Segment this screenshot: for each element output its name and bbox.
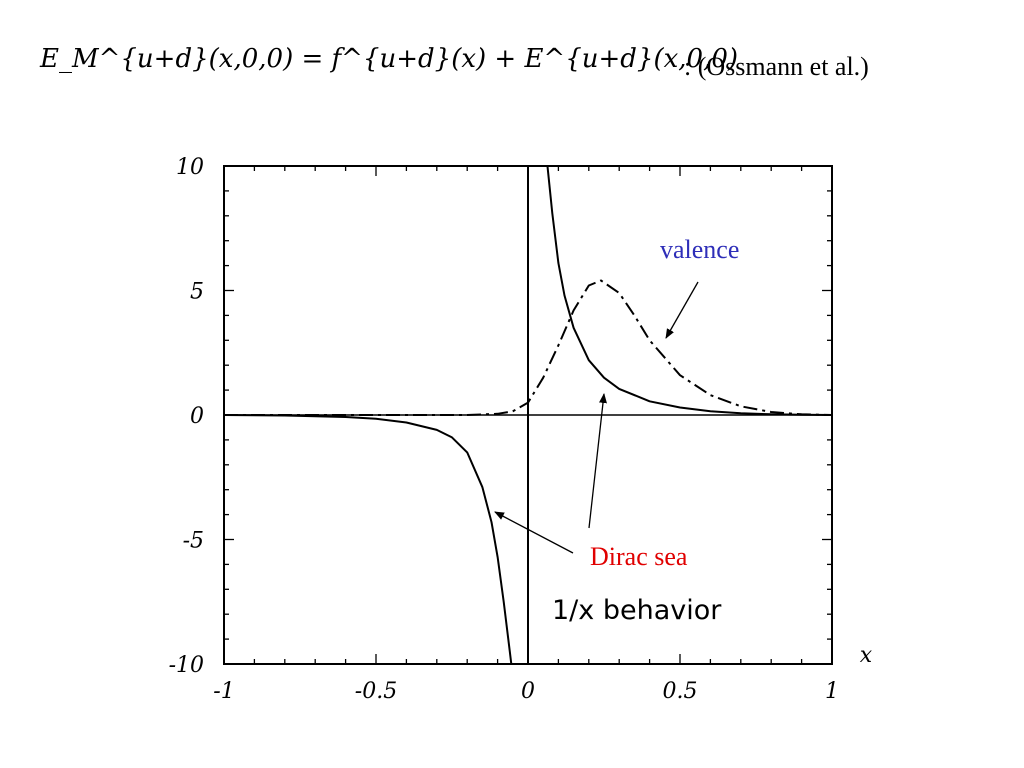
y-tick-label: -10 <box>169 653 204 678</box>
series-dirac-sea-negative <box>224 414 513 664</box>
x-tick-label: 0 <box>521 679 535 704</box>
y-tick-label: 0 <box>190 404 204 429</box>
x-axis-label: x <box>860 643 873 668</box>
arrow-dirac-sea-negative <box>494 511 574 554</box>
equation-header: E_M^{u+d}(x,0,0) = f^{u+d}(x) + E^{u+d}(… <box>40 44 1000 92</box>
series-valence <box>224 279 832 416</box>
annotation-1-over-x: 1/x behavior <box>552 595 722 626</box>
x-tick-label: -1 <box>213 679 234 704</box>
x-tick-label: 0.5 <box>663 679 698 704</box>
axes-layer: -1 -0.5 0 0.5 1 10 5 0 -5 -10 x <box>169 155 873 704</box>
citation-text: : (Ossmann et al.) <box>684 52 869 81</box>
series-layer <box>224 166 832 664</box>
x-tick-label: -0.5 <box>355 679 397 704</box>
x-tick-label: 1 <box>825 679 839 704</box>
y-tick-label: -5 <box>183 529 204 554</box>
annotation-layer: valence Dirac sea 1/x behavior <box>494 235 739 626</box>
equation-text: E_M^{u+d}(x,0,0) = f^{u+d}(x) + E^{u+d}(… <box>40 44 739 74</box>
annotation-dirac-sea: Dirac sea <box>590 542 688 571</box>
y-tick-label: 10 <box>176 155 204 180</box>
series-dirac-sea-positive <box>546 166 832 416</box>
y-tick-label: 5 <box>190 280 204 305</box>
arrow-valence <box>665 281 699 339</box>
arrow-dirac-sea-positive <box>588 393 607 529</box>
annotation-valence: valence <box>660 235 739 264</box>
